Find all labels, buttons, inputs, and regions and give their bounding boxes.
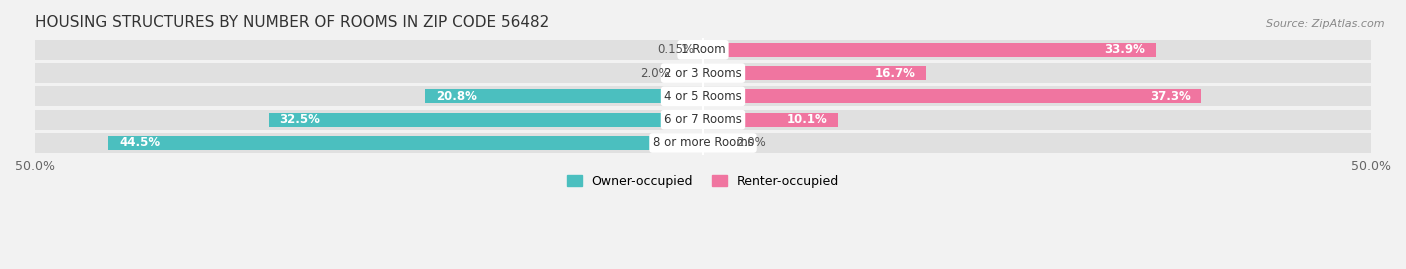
Text: 2.0%: 2.0% <box>737 136 766 150</box>
Bar <box>702 43 703 57</box>
Bar <box>35 133 1371 153</box>
Bar <box>703 89 1201 103</box>
Text: 32.5%: 32.5% <box>280 113 321 126</box>
Text: 44.5%: 44.5% <box>120 136 160 150</box>
Bar <box>703 66 927 80</box>
Text: 1 Room: 1 Room <box>681 43 725 56</box>
Text: 2 or 3 Rooms: 2 or 3 Rooms <box>664 66 742 80</box>
Text: Source: ZipAtlas.com: Source: ZipAtlas.com <box>1267 19 1385 29</box>
Text: 2.0%: 2.0% <box>640 66 669 80</box>
Bar <box>35 86 1371 106</box>
Bar <box>676 66 703 80</box>
Text: 33.9%: 33.9% <box>1104 43 1146 56</box>
Text: 4 or 5 Rooms: 4 or 5 Rooms <box>664 90 742 103</box>
Text: 37.3%: 37.3% <box>1150 90 1191 103</box>
Text: 8 or more Rooms: 8 or more Rooms <box>652 136 754 150</box>
Bar <box>35 110 1371 130</box>
Bar <box>35 63 1371 83</box>
Text: HOUSING STRUCTURES BY NUMBER OF ROOMS IN ZIP CODE 56482: HOUSING STRUCTURES BY NUMBER OF ROOMS IN… <box>35 15 550 30</box>
Bar <box>108 136 703 150</box>
Text: 10.1%: 10.1% <box>786 113 827 126</box>
Legend: Owner-occupied, Renter-occupied: Owner-occupied, Renter-occupied <box>562 170 844 193</box>
Text: 6 or 7 Rooms: 6 or 7 Rooms <box>664 113 742 126</box>
Bar <box>425 89 703 103</box>
Bar <box>703 136 730 150</box>
Text: 16.7%: 16.7% <box>875 66 915 80</box>
Bar <box>703 43 1156 57</box>
Bar <box>269 113 703 127</box>
Bar <box>703 113 838 127</box>
Text: 0.15%: 0.15% <box>657 43 695 56</box>
Text: 20.8%: 20.8% <box>436 90 477 103</box>
Bar <box>35 40 1371 60</box>
